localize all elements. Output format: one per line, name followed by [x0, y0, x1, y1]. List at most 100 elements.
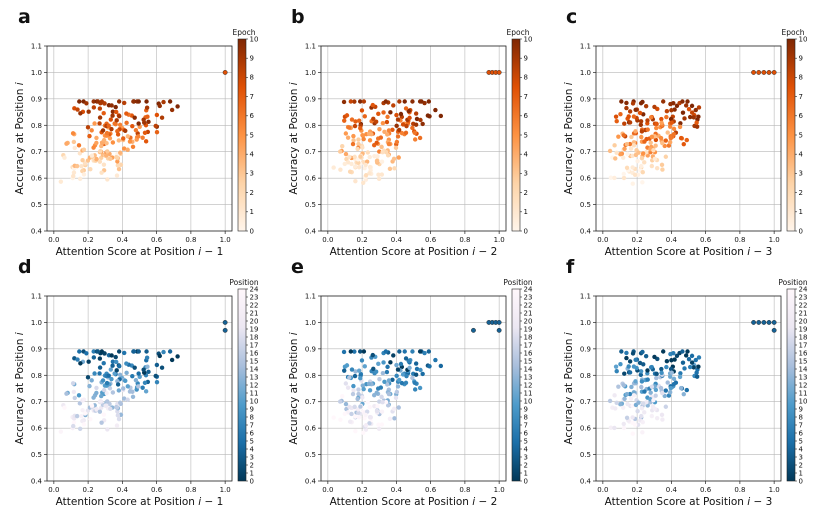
data-point: [384, 119, 390, 125]
colorbar-tick-label: 8: [799, 74, 803, 82]
colorbar-tick-label: 13: [250, 373, 259, 381]
data-point: [116, 349, 122, 354]
colorbar-tick-label: 11: [799, 389, 808, 397]
data-point: [352, 123, 358, 129]
data-point: [385, 114, 390, 120]
data-point: [143, 139, 149, 144]
y-tick-label: 0.5: [580, 451, 591, 459]
data-point: [343, 131, 349, 136]
data-point: [771, 327, 777, 333]
scatter-points: [331, 69, 502, 185]
data-point: [648, 390, 653, 395]
data-point: [635, 408, 640, 414]
y-tick-label: 0.8: [305, 122, 316, 130]
data-point: [653, 393, 658, 398]
x-tick-label: 0.4: [117, 486, 129, 494]
data-point: [348, 349, 354, 354]
data-point: [344, 363, 350, 368]
data-point: [113, 354, 118, 360]
data-point: [361, 99, 367, 104]
colorbar-tick-label: 6: [250, 112, 255, 120]
data-point: [331, 415, 336, 420]
data-point: [630, 153, 635, 159]
data-point: [664, 114, 669, 120]
data-point: [672, 107, 677, 112]
x-tick-label: 0.4: [666, 236, 678, 244]
y-tick-label: 0.7: [31, 398, 42, 406]
data-point: [124, 370, 129, 376]
data-point: [395, 134, 401, 139]
data-point: [420, 121, 425, 127]
data-point: [614, 400, 619, 405]
data-point: [403, 380, 409, 386]
data-point: [621, 175, 627, 181]
data-point: [169, 107, 175, 113]
panel-letter: e: [291, 256, 304, 278]
plot-frame: [46, 45, 233, 232]
colorbar-tick-label: 18: [799, 333, 808, 341]
x-tick-label: 1.0: [769, 236, 780, 244]
data-point: [58, 179, 64, 184]
colorbar-tick-label: 20: [799, 317, 808, 325]
data-point: [417, 135, 423, 141]
data-point: [107, 386, 113, 391]
x-tick-label: 0.2: [632, 236, 643, 244]
data-point: [766, 69, 772, 75]
panel-letter: b: [291, 6, 305, 28]
colorbar-tick-label: 6: [524, 429, 529, 437]
data-point: [89, 378, 94, 383]
data-point: [70, 131, 76, 136]
data-point: [630, 351, 636, 356]
data-point: [91, 105, 97, 110]
colorbar-tick-label: 19: [524, 325, 533, 333]
data-point: [104, 153, 109, 158]
panel-c: c 0.0 0.2 0.4 0.6 0.8 1.0 0.4 0.5 0.6 0.7 0.8 0.9 1.0…: [563, 6, 807, 258]
data-point: [144, 99, 149, 104]
data-point: [349, 367, 355, 372]
data-point: [97, 371, 102, 376]
data-point: [654, 121, 659, 127]
data-point: [92, 371, 97, 376]
data-point: [618, 112, 623, 117]
data-point: [123, 378, 128, 383]
data-point: [97, 365, 103, 370]
data-point: [99, 143, 104, 149]
data-point: [124, 111, 129, 116]
data-point: [613, 406, 618, 411]
data-point: [86, 109, 91, 114]
y-tick-label: 0.8: [580, 122, 591, 130]
data-point: [100, 378, 106, 383]
data-point: [352, 154, 357, 160]
colorbar-tick-label: 10: [799, 35, 808, 43]
data-point: [636, 400, 641, 405]
data-point: [125, 397, 130, 402]
data-point: [153, 373, 158, 379]
y-tick-label: 0.5: [31, 201, 42, 209]
panel-e: e 0.0 0.2 0.4 0.6 0.8 1.0 0.4 0.5 0.6 0.7 0.8 0.9 1.0…: [288, 256, 533, 508]
data-point: [630, 101, 636, 106]
data-point: [71, 139, 77, 145]
data-point: [101, 162, 107, 167]
data-point: [376, 176, 382, 182]
data-point: [358, 376, 363, 381]
data-point: [410, 99, 415, 104]
y-tick-label: 0.5: [305, 451, 316, 459]
data-point: [433, 107, 438, 113]
data-point: [144, 349, 149, 354]
data-point: [642, 389, 647, 394]
data-point: [412, 387, 418, 392]
data-point: [427, 364, 432, 369]
data-point: [660, 140, 665, 146]
scatter-points: [607, 69, 777, 186]
data-point: [105, 177, 110, 182]
data-point: [630, 415, 635, 420]
colorbar-tick-label: 0: [799, 477, 803, 485]
data-point: [648, 115, 654, 120]
data-point: [367, 154, 372, 160]
data-point: [382, 379, 387, 385]
data-point: [107, 136, 113, 141]
data-point: [621, 171, 626, 177]
data-point: [627, 120, 633, 125]
data-point: [406, 108, 411, 114]
data-point: [363, 423, 369, 428]
